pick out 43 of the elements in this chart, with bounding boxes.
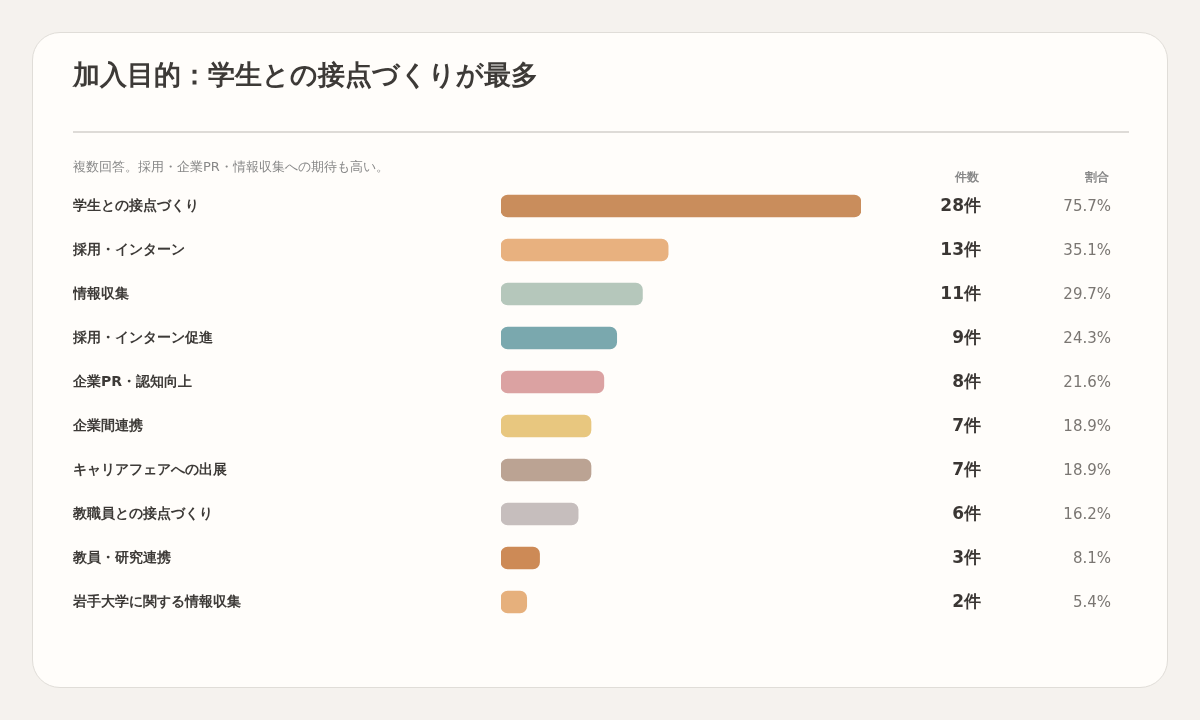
data-label: 11件	[940, 283, 981, 304]
text: 16.2%	[1063, 504, 1111, 523]
y-tick-label: キャリアフェアへの出展	[73, 460, 227, 477]
text: 8.1%	[1072, 548, 1111, 567]
data-label: 7件	[952, 459, 981, 480]
text: 割合	[1084, 170, 1110, 185]
y-tick-label: 教員・研究連携	[72, 548, 171, 565]
bar	[501, 194, 861, 218]
bar	[501, 458, 592, 482]
data-label: 6件	[952, 503, 981, 524]
text: 35.1%	[1063, 240, 1111, 259]
bar	[501, 326, 618, 350]
text: 75.7%	[1063, 196, 1111, 215]
bar	[501, 238, 669, 262]
text: 複数回答。採用・企業PR・情報収集への期待も高い。	[73, 158, 389, 176]
y-tick-label: 岩手大学に関する情報収集	[72, 592, 241, 609]
y-tick-label: 情報収集	[72, 284, 129, 301]
text: 5.4%	[1072, 592, 1111, 611]
data-label: 28件	[940, 195, 981, 216]
text: 29.7%	[1063, 284, 1111, 303]
y-tick-label: 企業間連携	[72, 416, 143, 433]
text: 24.3%	[1063, 328, 1111, 347]
y-tick-label: 企業PR・認知向上	[72, 372, 193, 389]
data-label: 13件	[940, 239, 981, 260]
y-tick-label: 採用・インターン促進	[72, 328, 214, 345]
y-tick-label: 学生との接点づくり	[73, 196, 199, 213]
data-label: 3件	[952, 547, 981, 568]
data-label: 8件	[952, 371, 981, 392]
data-label: 9件	[952, 327, 981, 348]
data-label: 7件	[952, 415, 981, 436]
text: 21.6%	[1063, 372, 1111, 391]
chart-title: 加入目的：学生との接点づくりが最多	[73, 58, 538, 92]
y-tick-label: 教職員との接点づくり	[72, 504, 213, 521]
text: 18.9%	[1063, 460, 1111, 479]
bar	[501, 546, 540, 570]
bar	[501, 282, 643, 306]
bar	[501, 370, 605, 394]
bar	[501, 414, 592, 438]
data-label: 2件	[952, 591, 981, 612]
bar	[501, 502, 579, 526]
text: 件数	[954, 170, 980, 185]
text: 18.9%	[1063, 416, 1111, 435]
y-tick-label: 採用・インターン	[72, 240, 185, 257]
